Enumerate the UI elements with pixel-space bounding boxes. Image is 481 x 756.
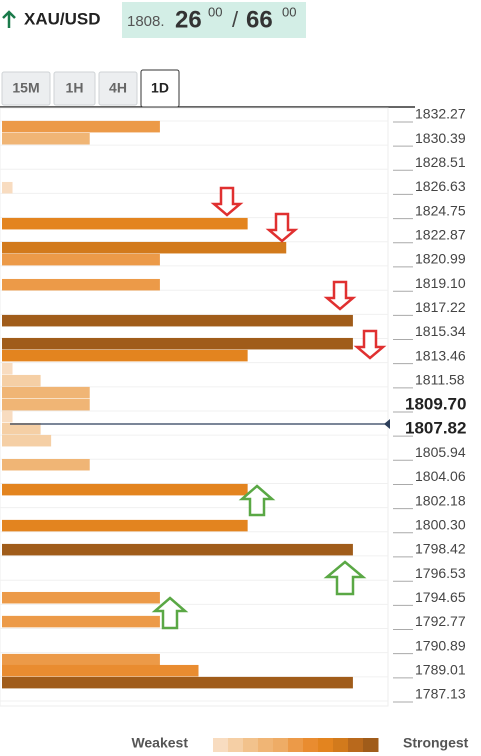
- bid-big: 26: [175, 6, 202, 33]
- tab-label[interactable]: 1D: [151, 80, 169, 96]
- legend-swatch: [303, 738, 319, 752]
- price-label: 1796.53: [415, 565, 466, 581]
- separator: /: [232, 7, 239, 32]
- price-label: 1828.51: [415, 154, 466, 170]
- price-label: 1826.63: [415, 178, 466, 194]
- current-price-marker: [384, 419, 390, 429]
- strength-bar: [2, 217, 248, 230]
- symbol: XAU/USD: [24, 9, 101, 28]
- up-arrow: [323, 560, 367, 596]
- strength-bar: [2, 615, 160, 628]
- strength-bar: [2, 398, 90, 411]
- ask-small: 00: [282, 4, 296, 19]
- up-arrow: [151, 596, 189, 630]
- strength-bar: [2, 362, 13, 375]
- tab-label[interactable]: 1H: [66, 80, 84, 96]
- legend-swatch: [333, 738, 349, 752]
- price-label: 1809.70: [405, 394, 466, 413]
- arrows: [151, 186, 387, 630]
- price-label: 1817.22: [415, 299, 466, 315]
- price-label: 1824.75: [415, 202, 466, 218]
- tab[interactable]: [1, 71, 51, 106]
- legend-weakest: Weakest: [131, 735, 188, 751]
- price-label: 1807.82: [405, 419, 466, 438]
- legend-swatch: [363, 738, 379, 752]
- price-label: 1830.39: [415, 130, 466, 146]
- strength-bar: [2, 423, 41, 435]
- strength-bar: [2, 483, 248, 496]
- up-arrow: [238, 484, 276, 517]
- tab-label[interactable]: 4H: [109, 80, 127, 96]
- price-label: 1822.87: [415, 226, 466, 242]
- down-arrow: [210, 186, 244, 217]
- legend-swatch: [243, 738, 259, 752]
- price-label: 1819.10: [415, 275, 466, 291]
- strength-bar: [2, 181, 13, 194]
- strength-bar: [2, 458, 90, 471]
- legend-swatch: [213, 738, 229, 752]
- tab[interactable]: [53, 71, 96, 106]
- strength-bar: [2, 132, 90, 145]
- strength-bar: [2, 519, 248, 532]
- bid-small: 00: [208, 4, 222, 19]
- price-label: 1815.34: [415, 323, 466, 339]
- price-prefix: 1808.: [127, 13, 165, 30]
- price-label: 1820.99: [415, 251, 466, 267]
- strength-bar: [2, 653, 160, 666]
- strength-bar: [2, 676, 353, 689]
- price-label: 1811.58: [415, 372, 465, 388]
- price-label: 1790.89: [415, 637, 466, 653]
- down-arrow: [353, 329, 387, 360]
- price-label: 1794.65: [415, 589, 466, 605]
- price-label: 1832.27: [415, 106, 466, 122]
- legend-swatch: [348, 738, 364, 752]
- price-label: 1804.06: [415, 468, 466, 484]
- strength-bar: [2, 120, 160, 133]
- price-label: 1813.46: [415, 347, 466, 363]
- legend-swatch: [258, 738, 274, 752]
- strength-bar: [2, 374, 41, 387]
- strength-bar: [2, 591, 160, 604]
- legend-swatch: [288, 738, 304, 752]
- down-arrow: [265, 212, 299, 243]
- price-label: 1802.18: [415, 492, 466, 508]
- legend-swatch: [228, 738, 244, 752]
- price-box: [122, 2, 306, 38]
- legend-swatch: [273, 738, 289, 752]
- price-label: 1787.13: [415, 686, 466, 702]
- tab-label[interactable]: 15M: [12, 80, 39, 96]
- strength-bar: [2, 337, 353, 350]
- price-label: 1798.42: [415, 541, 466, 557]
- strength-bar: [2, 314, 353, 327]
- price-label: 1805.94: [415, 444, 466, 460]
- strength-bar: [2, 410, 13, 423]
- price-label: 1789.01: [415, 662, 466, 678]
- down-arrow: [323, 280, 357, 311]
- price-label: 1800.30: [415, 516, 466, 532]
- strength-bar: [2, 241, 287, 254]
- legend-swatch: [318, 738, 334, 752]
- ask-big: 66: [246, 6, 273, 33]
- strength-bar: [2, 278, 160, 291]
- tab[interactable]: [140, 69, 180, 108]
- strength-bar: [2, 349, 248, 362]
- strength-bar: [2, 664, 199, 677]
- legend-strongest: Strongest: [403, 735, 469, 751]
- strength-bar: [2, 253, 160, 266]
- strength-bar: [2, 434, 52, 447]
- tab[interactable]: [98, 71, 138, 106]
- strength-bar: [2, 386, 90, 399]
- price-label: 1792.77: [415, 613, 466, 629]
- up-arrow-icon: [2, 10, 16, 28]
- strength-bar: [2, 543, 353, 556]
